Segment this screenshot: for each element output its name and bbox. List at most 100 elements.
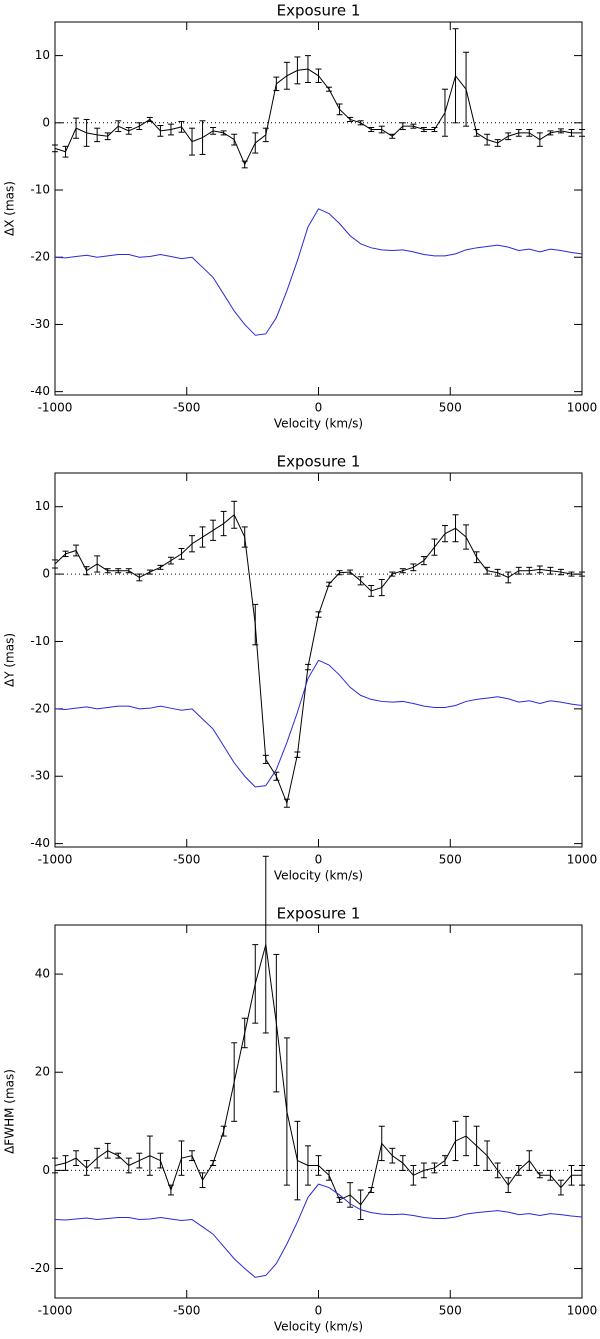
error-bar [547, 1169, 554, 1181]
error-bar [579, 571, 585, 577]
error-bar [189, 127, 196, 156]
error-bar [157, 124, 164, 137]
error-bar [536, 1172, 543, 1179]
error-bar [115, 120, 122, 133]
x-tick-label: 0 [315, 853, 323, 867]
error-bar [441, 88, 448, 137]
error-bar [494, 1162, 501, 1179]
error-bar [115, 1152, 122, 1159]
error-bar [399, 122, 406, 131]
error-bar [157, 564, 164, 570]
x-axis-label: Velocity (km/s) [274, 417, 363, 431]
y-tick-label: -40 [30, 384, 50, 398]
x-tick-label: 0 [315, 401, 323, 415]
error-bar [199, 1172, 206, 1189]
error-bar [273, 76, 280, 92]
error-bar [484, 566, 491, 575]
error-bar [494, 568, 501, 577]
error-bar [547, 566, 554, 575]
error-bar [146, 116, 153, 122]
error-bar [420, 127, 427, 133]
error-bar [357, 120, 364, 126]
data-line [54, 513, 582, 805]
x-tick-label: -1000 [38, 401, 73, 415]
x-tick-label: 1000 [567, 1304, 598, 1318]
error-bar [125, 1157, 132, 1174]
y-tick-label: 20 [35, 1065, 50, 1079]
error-bar [557, 128, 564, 134]
error-bar [368, 1187, 375, 1193]
error-bar [220, 510, 227, 537]
error-bar [336, 103, 343, 116]
error-bar [410, 563, 417, 572]
error-bar [515, 566, 522, 575]
error-bar [536, 565, 543, 574]
error-bar [463, 1115, 470, 1157]
error-bar [273, 953, 280, 1093]
error-bar [526, 566, 533, 575]
error-bar [547, 130, 554, 136]
error-bar [210, 519, 217, 541]
error-bar [420, 556, 427, 566]
error-bar [178, 1140, 185, 1176]
error-bar [568, 1164, 575, 1186]
error-bar [484, 1140, 491, 1171]
error-bar [515, 1164, 522, 1176]
y-tick-label: 0 [42, 1163, 50, 1177]
error-bar [220, 1125, 227, 1137]
error-bar [294, 751, 301, 758]
y-tick-label: -30 [30, 769, 50, 783]
error-bar [52, 559, 58, 569]
error-bar [505, 571, 512, 584]
error-bar [515, 129, 522, 137]
error-bar [347, 569, 354, 575]
error-bar [505, 1177, 512, 1193]
error-bar [231, 133, 238, 146]
data-line [54, 659, 583, 788]
error-bar [167, 123, 174, 136]
error-bar [136, 573, 143, 582]
error-bar [157, 1152, 164, 1169]
panel-title: Exposure 1 [277, 905, 361, 923]
error-bar [304, 663, 311, 671]
error-bar [189, 1150, 196, 1162]
error-bar [231, 500, 238, 529]
y-tick-label: -20 [30, 701, 50, 715]
error-bar [389, 571, 396, 577]
error-bar [104, 568, 111, 574]
error-bar [378, 1125, 385, 1162]
error-bar [579, 129, 585, 137]
x-tick-label: -1000 [38, 853, 73, 867]
y-tick-label: -10 [30, 183, 50, 197]
error-bar [357, 576, 364, 586]
error-bar [315, 1155, 322, 1176]
error-bar [473, 551, 480, 564]
error-bar [199, 120, 206, 155]
error-bar [104, 132, 111, 141]
error-bar [62, 145, 69, 158]
error-bar [368, 127, 375, 133]
x-tick-label: -500 [173, 401, 200, 415]
error-bar [83, 1160, 90, 1176]
error-bar [557, 1179, 564, 1196]
error-bar [336, 1196, 343, 1203]
error-bar [568, 129, 575, 137]
x-tick-label: -500 [173, 1304, 200, 1318]
panel-title: Exposure 1 [277, 2, 361, 20]
error-bar [252, 132, 259, 154]
error-bar [452, 514, 459, 543]
error-bar [473, 129, 480, 137]
error-bar [262, 754, 269, 764]
x-tick-label: -500 [173, 853, 200, 867]
error-bar [94, 555, 101, 573]
error-bar [389, 1147, 396, 1164]
error-bar [220, 130, 227, 136]
data-line [54, 208, 583, 336]
error-bar [441, 525, 448, 543]
y-tick-label: -30 [30, 317, 50, 331]
y-tick-label: -40 [30, 836, 50, 850]
error-bar [83, 566, 90, 576]
data-line [54, 1183, 583, 1278]
error-bar [304, 1145, 311, 1186]
